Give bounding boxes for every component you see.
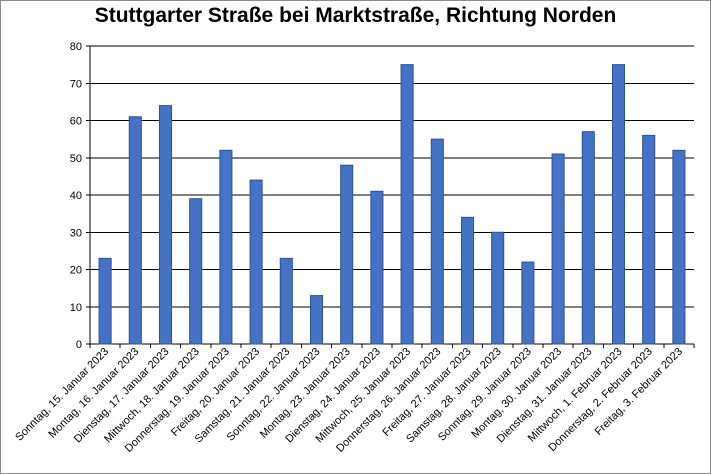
bar [158, 105, 173, 345]
y-tick-label: 60 [70, 116, 82, 128]
bar [551, 153, 565, 345]
bar [491, 231, 505, 345]
y-tick-label: 50 [70, 153, 82, 165]
bar [219, 149, 233, 345]
bar [249, 179, 263, 345]
bar [400, 64, 414, 345]
bar [128, 116, 142, 345]
bar [370, 190, 384, 345]
y-tick-label: 70 [70, 78, 82, 90]
y-tick-label: 20 [70, 265, 82, 277]
bar [672, 149, 686, 345]
y-tick-label: 80 [70, 41, 82, 53]
bar [430, 138, 444, 345]
bar [340, 164, 354, 345]
bar [309, 295, 324, 345]
y-tick-label: 30 [70, 227, 82, 239]
bar [189, 198, 203, 345]
bars [98, 64, 686, 345]
y-tick-label: 40 [70, 190, 82, 202]
y-tick-label: 0 [76, 339, 82, 351]
y-tick-label: 10 [70, 302, 82, 314]
bar [642, 134, 656, 345]
gridlines [90, 45, 694, 345]
bar [460, 216, 475, 345]
chart-title: Stuttgarter Straße bei Marktstraße, Rich… [94, 4, 617, 27]
bar [611, 64, 626, 345]
bar [521, 261, 535, 345]
bar [98, 257, 112, 345]
bar [581, 131, 595, 345]
bar [279, 257, 293, 345]
y-axis: 0 10 20 30 40 50 60 70 80 [70, 41, 91, 351]
